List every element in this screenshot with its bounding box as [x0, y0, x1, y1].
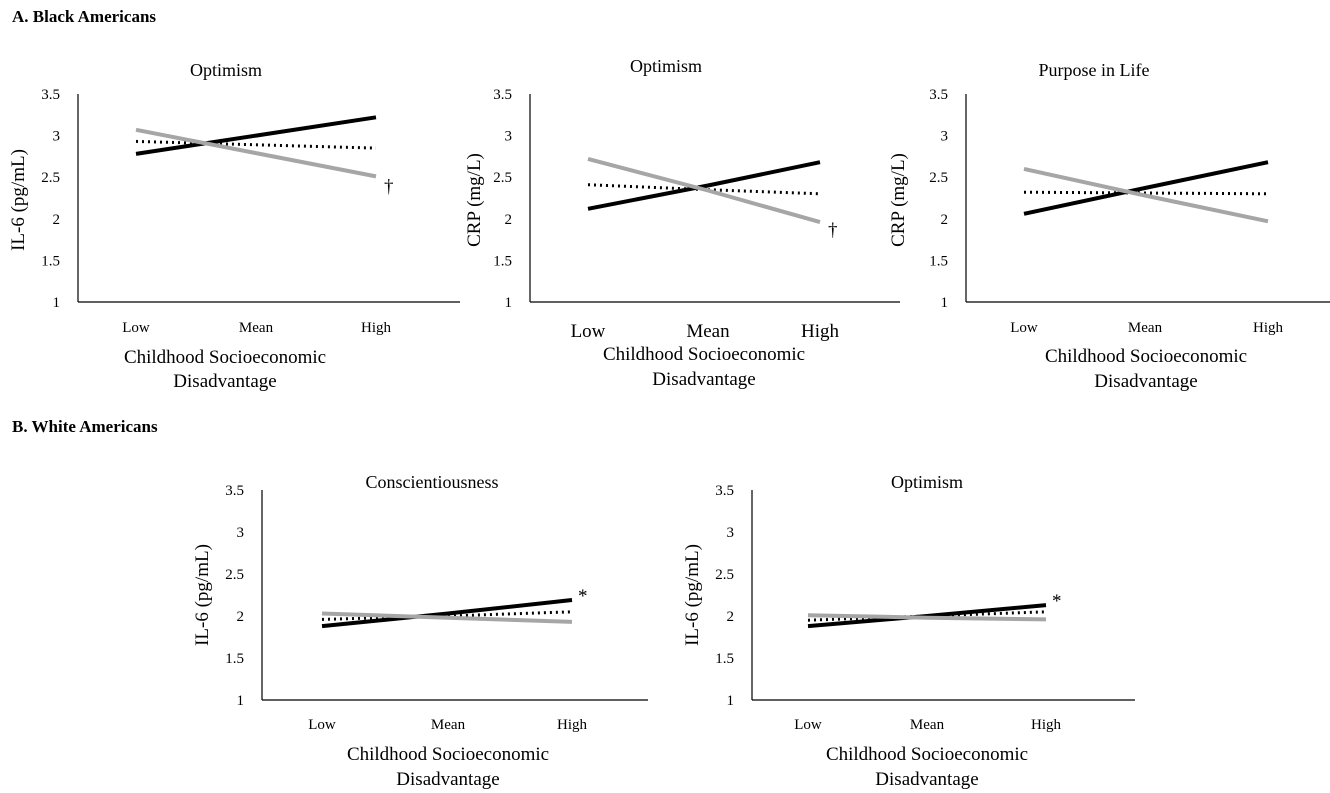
x-tick-label: High [1031, 717, 1062, 733]
x-tick-label: High [801, 321, 840, 342]
y-tick-label: 1 [727, 693, 735, 709]
chart-title: Purpose in Life [1039, 60, 1150, 80]
x-tick-label: Mean [686, 321, 730, 342]
y-tick-label: 1.5 [929, 253, 948, 269]
y-tick-label: 2 [941, 212, 949, 228]
series-line-3 [1023, 166, 1269, 224]
chart-panel-2: Optimism 1 1.5 2 2.5 3 3.5 Low Mean HighChildhood… [464, 56, 900, 390]
section-label-a: A. Black Americans [12, 7, 156, 26]
y-tick-label: 3.5 [225, 483, 244, 499]
y-tick-label: 1.5 [225, 651, 244, 667]
y-tick-label: 2 [237, 609, 245, 625]
x-axis-label: Childhood Socioeconomic [1045, 346, 1247, 367]
chart-panel-1: Optimism 1 1.5 2 2.5 3 3.5 Low Mean High Childhood… [8, 60, 460, 392]
y-tick-label: 3 [53, 129, 61, 145]
x-axis-label: Childhood Socioeconomic [826, 744, 1028, 765]
y-tick-label: 1 [941, 295, 949, 311]
chart-title: Optimism [630, 56, 702, 76]
y-axis-label: CRP (mg/L) [464, 153, 485, 247]
series-line-3 [135, 127, 377, 179]
x-tick-label: Mean [1128, 320, 1163, 336]
y-tick-label: 2.5 [929, 170, 948, 186]
y-axis-label: IL-6 (pg/mL) [682, 544, 703, 646]
x-tick-label: High [1253, 320, 1284, 336]
series-line-3 [321, 611, 573, 624]
y-tick-label: 2.5 [493, 170, 512, 186]
x-tick-label: Low [308, 717, 336, 733]
series-line-3 [807, 613, 1047, 622]
y-tick-label: 3 [237, 525, 245, 541]
significance-marker: * [1052, 591, 1062, 612]
x-tick-label: Low [571, 321, 606, 342]
y-tick-label: 3.5 [41, 87, 60, 103]
x-tick-label: Mean [239, 320, 274, 336]
y-tick-label: 1.5 [41, 253, 60, 269]
series-line-1 [1023, 160, 1269, 216]
y-tick-label: 2.5 [715, 567, 734, 583]
y-tick-label: 3 [727, 525, 735, 541]
x-axis-label: Disadvantage [875, 769, 978, 790]
series-line-2 [1023, 190, 1269, 196]
series-line-3 [587, 156, 821, 225]
x-axis-label: Disadvantage [652, 369, 755, 390]
y-tick-label: 2.5 [41, 170, 60, 186]
y-tick-label: 2 [505, 212, 513, 228]
x-tick-label: Mean [910, 717, 945, 733]
x-axis-label: Childhood Socioeconomic [347, 744, 549, 765]
x-tick-label: Mean [431, 717, 466, 733]
significance-marker: † [384, 176, 394, 197]
chart-title: Optimism [190, 60, 262, 80]
chart-panel-3: Purpose in Life 1 1.5 2 2.5 3 3.5 Low Mean High Ch… [888, 60, 1330, 392]
chart-panel-5: Optimism 1 1.5 2 2.5 3 3.5 Low Mean HighChildhood… [682, 472, 1135, 790]
y-axis-label: IL-6 (pg/mL) [192, 544, 213, 646]
y-tick-label: 1 [53, 295, 61, 311]
y-tick-label: 3.5 [929, 87, 948, 103]
y-tick-label: 3 [941, 129, 949, 145]
x-axis-label: Disadvantage [173, 371, 276, 392]
x-axis-label: Childhood Socioeconomic [603, 344, 805, 365]
chart-title: Optimism [891, 472, 963, 492]
series-line-1 [135, 115, 377, 156]
x-tick-label: Low [794, 717, 822, 733]
y-tick-label: 1.5 [715, 651, 734, 667]
x-tick-label: Low [122, 320, 150, 336]
significance-marker: † [828, 220, 838, 241]
y-tick-label: 2 [53, 212, 61, 228]
y-tick-label: 3 [505, 129, 513, 145]
x-tick-label: Low [1010, 320, 1038, 336]
y-tick-label: 1.5 [493, 253, 512, 269]
y-tick-label: 3.5 [493, 87, 512, 103]
series-line-2 [807, 610, 1047, 622]
series-line-1 [587, 160, 821, 211]
y-tick-label: 2.5 [225, 567, 244, 583]
x-axis-label: Disadvantage [396, 769, 499, 790]
series-line-1 [321, 598, 573, 629]
chart-title: Conscientiousness [366, 472, 499, 492]
y-axis-label: IL-6 (pg/mL) [8, 149, 29, 251]
significance-marker: * [578, 586, 588, 607]
y-axis-label: CRP (mg/L) [888, 153, 909, 247]
series-line-2 [135, 139, 377, 150]
y-tick-label: 1 [505, 295, 513, 311]
section-label-b: B. White Americans [12, 417, 158, 436]
x-axis-label: Childhood Socioeconomic [124, 347, 326, 368]
y-tick-label: 2 [727, 609, 735, 625]
y-tick-label: 3.5 [715, 483, 734, 499]
y-tick-label: 1 [237, 693, 245, 709]
x-tick-label: High [361, 320, 392, 336]
x-tick-label: High [557, 717, 588, 733]
chart-panel-4: Conscientiousness 1 1.5 2 2.5 3 3.5 Low Mean High… [192, 472, 648, 790]
x-axis-label: Disadvantage [1094, 371, 1197, 392]
